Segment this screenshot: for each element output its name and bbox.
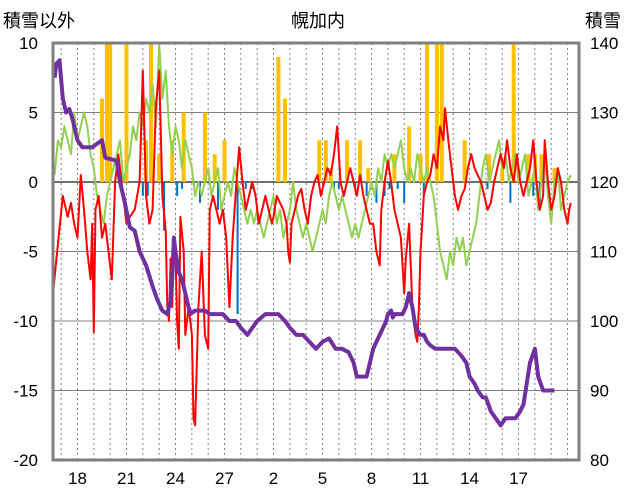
x-tick-label: 27	[215, 469, 234, 488]
precip-bar	[539, 154, 544, 182]
right-tick-label: 110	[590, 243, 617, 262]
blue-bar	[236, 182, 239, 315]
blue-bar	[365, 182, 368, 196]
purple-snow-depth-line	[52, 58, 555, 428]
x-tick-label: 8	[367, 469, 376, 488]
blue-bar	[176, 182, 179, 196]
blue-bar	[375, 182, 378, 203]
precip-bar	[276, 56, 281, 182]
right-tick-label: 140	[590, 34, 618, 53]
precip-bar	[511, 43, 516, 182]
tick-labels: 10 5 0 -5 -10 -15 -20 140 130 120 110 100 90 80 18 21 24…	[13, 34, 618, 488]
right-tick-label: 90	[590, 382, 609, 401]
precip-bar	[317, 140, 322, 182]
precip-bar	[170, 140, 175, 182]
left-tick-label: 10	[19, 34, 38, 53]
precip-bar	[366, 168, 371, 182]
left-tick-label: 0	[29, 173, 38, 192]
precip-bar	[323, 140, 328, 182]
chart-title: 幌加内	[291, 11, 345, 32]
blue-bar	[422, 182, 425, 196]
left-tick-label: -5	[23, 243, 38, 262]
right-tick-label: 80	[590, 451, 609, 470]
precip-bar	[212, 154, 217, 182]
precip-bar	[500, 168, 505, 182]
precip-bar	[462, 140, 467, 182]
precip-bar	[104, 43, 109, 182]
lines-layer	[52, 42, 572, 428]
right-tick-label: 120	[590, 173, 618, 192]
x-tick-label: 5	[318, 469, 327, 488]
precip-bar	[202, 112, 207, 182]
precip-bar	[345, 140, 350, 182]
x-tick-label: 11	[412, 469, 430, 488]
x-tick-label: 17	[509, 469, 528, 488]
blue-bar	[216, 182, 219, 210]
precip-bar	[487, 154, 492, 182]
left-tick-label: -10	[13, 312, 38, 331]
right-axis-label: 積雪	[585, 11, 621, 32]
precip-bar	[439, 43, 444, 182]
left-tick-label: -15	[13, 382, 38, 401]
precip-bar	[358, 140, 363, 182]
left-tick-label: -20	[13, 451, 38, 470]
precip-bar	[282, 98, 287, 182]
precip-bar	[157, 154, 162, 182]
blue-bar	[396, 182, 399, 189]
blue-bar	[532, 182, 535, 196]
precip-bar	[552, 168, 557, 182]
x-tick-label: 2	[269, 469, 278, 488]
blue-bar	[146, 182, 149, 196]
grid	[53, 43, 579, 460]
blue-bar	[337, 182, 340, 189]
x-tick-label: 18	[68, 469, 87, 488]
precip-bar	[222, 140, 227, 182]
blue-bar	[244, 182, 247, 189]
x-tick-label: 24	[166, 469, 185, 488]
precip-bar	[425, 43, 430, 182]
precip-bar	[149, 43, 154, 182]
precip-bar	[124, 43, 129, 182]
left-axis-label: 積雪以外	[3, 11, 75, 32]
plot-frame	[51, 41, 581, 462]
red-series-line	[52, 69, 572, 427]
right-tick-label: 100	[590, 312, 618, 331]
blue-bar	[486, 182, 489, 189]
precip-bar	[407, 126, 412, 182]
right-tick-label: 130	[590, 104, 618, 123]
precip-bar	[526, 154, 531, 182]
green-series-line	[53, 42, 572, 281]
x-tick-label: 21	[117, 469, 136, 488]
blue-bar	[181, 182, 184, 189]
precip-bar	[108, 43, 113, 182]
precip-bar	[434, 43, 439, 182]
blue-bar	[509, 182, 512, 203]
blue-bar	[403, 182, 406, 203]
blue-bar	[388, 182, 391, 189]
x-tick-label: 14	[460, 469, 479, 488]
blue-bar	[141, 182, 144, 196]
left-tick-label: 5	[29, 104, 38, 123]
